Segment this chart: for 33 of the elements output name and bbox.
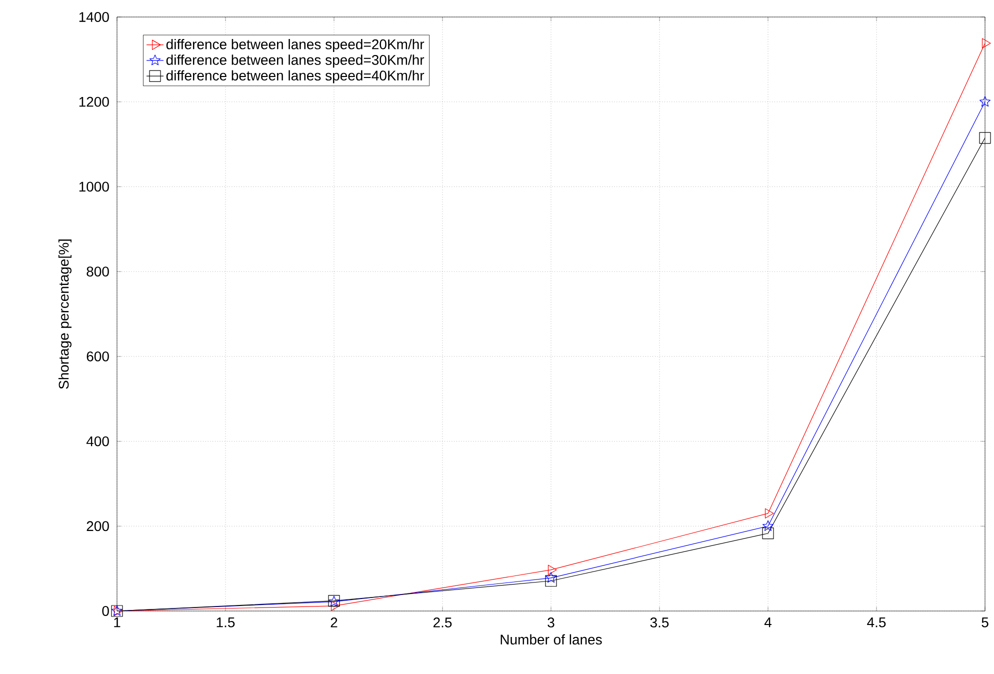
point — [764, 508, 774, 518]
point — [762, 528, 774, 540]
x-tick-label: 1 — [114, 618, 120, 628]
legend-label: difference between lanes speed=40Km/hr — [166, 70, 424, 84]
legend-label: difference between lanes speed=30Km/hr — [166, 54, 424, 68]
point — [548, 564, 557, 575]
point — [979, 132, 991, 144]
x-tick-label: 2 — [330, 618, 338, 628]
point — [762, 520, 774, 531]
y-tick-label: 600 — [86, 351, 109, 362]
point — [545, 575, 557, 587]
y-tick-label: 1200 — [79, 96, 109, 107]
x-tick-label: 4 — [764, 618, 772, 628]
y-axis-title: Shortage percentage[%] — [58, 240, 72, 389]
point — [979, 96, 991, 107]
x-tick-label: 1.5 — [216, 618, 235, 628]
y-tick-label: 400 — [86, 436, 109, 446]
point — [114, 606, 123, 616]
legend-label: difference between lanes speed=20Km/hr — [166, 39, 424, 52]
point — [982, 38, 991, 48]
x-tick-label: 5 — [982, 618, 988, 628]
point — [545, 572, 557, 583]
x-axis-title: Number of lanes — [500, 634, 602, 645]
y-tick-label: 1400 — [79, 12, 109, 22]
x-tick-label: 3 — [548, 618, 554, 628]
x-tick-label: 2.5 — [433, 618, 452, 628]
y-tick-label: 800 — [86, 266, 109, 277]
x-tick-label: 3.5 — [650, 618, 669, 628]
point — [330, 600, 340, 611]
x-tick-label: 4.5 — [867, 618, 886, 628]
y-tick-label: 0 — [102, 606, 109, 616]
y-tick-label: 200 — [86, 521, 109, 532]
y-tick-label: 1000 — [79, 182, 109, 192]
